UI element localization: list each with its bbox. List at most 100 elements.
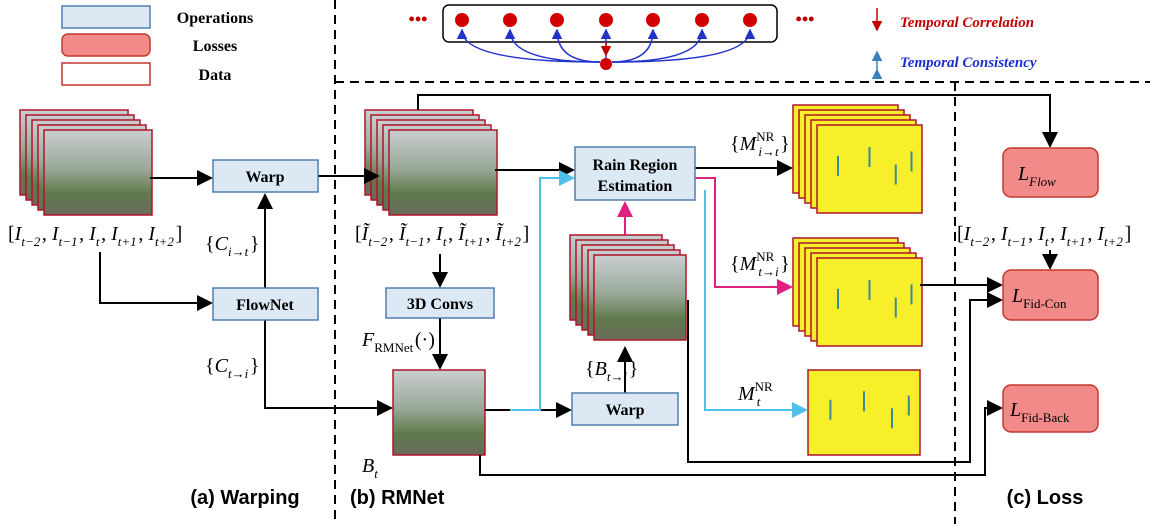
mask-image [817, 258, 922, 346]
math-sub: i→t [228, 244, 249, 259]
math-label: {Bt→i } [585, 358, 638, 384]
photo-image [594, 255, 686, 340]
math-part: B [362, 455, 374, 477]
legend-swatch [62, 6, 150, 28]
math-part: ] [1125, 223, 1132, 245]
math-part: { [730, 253, 740, 275]
math-part: } [629, 358, 639, 380]
math-sub: t+2 [502, 234, 521, 249]
math-sub: t+2 [155, 234, 174, 249]
math-part: L [1011, 285, 1023, 307]
frame-dot [550, 13, 564, 27]
math-part: C [215, 355, 229, 377]
math-sub: t+1 [1067, 234, 1086, 249]
photo-image [389, 130, 497, 215]
frame-dot [695, 13, 709, 27]
legend-label: Temporal Correlation [900, 15, 1034, 31]
math-sub: t−2 [368, 234, 387, 249]
legend-swatch [62, 34, 150, 56]
legend-label: Losses [193, 38, 237, 55]
math-part: [ [957, 223, 964, 245]
math-sub: Flow [1028, 174, 1056, 189]
consistency-arrow [462, 30, 600, 62]
math-part: , [448, 223, 458, 245]
math-label: {Ci→t } [205, 233, 259, 259]
math-part: C [215, 233, 229, 255]
math-sub: i→t [758, 144, 779, 159]
figure: Operations Losses Data ••• ••• Temporal … [0, 0, 1150, 524]
frame-dot [646, 13, 660, 27]
math-part: , [79, 223, 89, 245]
legend-label: Temporal Consistency [900, 55, 1037, 71]
mask-image [808, 370, 920, 455]
math-sub: Fid-Back [1021, 410, 1070, 425]
math-sub: t−1 [406, 234, 425, 249]
math-part: , [485, 223, 495, 245]
math-part: ] [523, 223, 530, 245]
math-part: [ [355, 223, 362, 245]
consistency-arrow [612, 30, 750, 62]
math-part: L [1009, 399, 1021, 421]
node-label: Warp [605, 402, 644, 419]
math-part: B [595, 358, 607, 380]
math-label: [It−2 , It−1 , It , It+1 , It+2 ] [8, 223, 182, 249]
frame-dot [599, 13, 613, 27]
math-part: , [42, 223, 52, 245]
section-label: (b) RMNet [350, 487, 445, 509]
ellipsis: ••• [796, 9, 815, 29]
math-label: [Ĩt−2 , Ĩt−1 , It , Ĩt+1 , Ĩt+2 ] [355, 221, 529, 249]
node-label: Estimation [598, 178, 673, 195]
math-label: FRMNet (·) [361, 329, 435, 355]
math-part: [ [8, 223, 15, 245]
node-label: Rain Region [593, 157, 678, 174]
mask-image [817, 125, 922, 213]
arrow [480, 408, 1001, 475]
math-label: {Ct→i } [205, 355, 259, 381]
consistency-arrow [612, 30, 653, 62]
frame-dot [455, 13, 469, 27]
consistency-arrow [557, 30, 600, 62]
math-part: { [205, 355, 215, 377]
math-part: { [585, 358, 595, 380]
math-label: Bt [362, 455, 380, 481]
node-label: Warp [245, 169, 284, 186]
math-part: } [250, 355, 260, 377]
arrow [705, 190, 806, 410]
math-label: MNRt [737, 379, 773, 409]
math-space [378, 455, 380, 477]
math-space [1070, 399, 1072, 421]
math-part: , [426, 223, 436, 245]
math-sub: t+2 [1104, 234, 1123, 249]
math-part: F [361, 329, 375, 351]
math-sub: t+1 [465, 234, 484, 249]
math-sub: t−2 [970, 234, 989, 249]
math-sub: t−1 [59, 234, 78, 249]
center-dot [600, 58, 612, 70]
arrow [100, 252, 211, 303]
math-sub: t→i [607, 369, 628, 384]
consistency-arrow [510, 30, 600, 62]
consistency-arrow [612, 30, 702, 62]
math-sub: t−2 [21, 234, 40, 249]
legend-label: Data [199, 67, 232, 84]
math-part: { [205, 233, 215, 255]
math-part: M [737, 383, 756, 405]
math-sup: NR [756, 249, 774, 264]
math-part: , [389, 223, 399, 245]
math-part: , [991, 223, 1001, 245]
math-sub: t+1 [118, 234, 137, 249]
math-label: {MNRt→i } [730, 249, 790, 279]
math-sup: NR [755, 379, 773, 394]
math-part: , [1087, 223, 1097, 245]
math-sub: t→i [228, 366, 249, 381]
math-part: , [101, 223, 111, 245]
photo-image [393, 370, 485, 455]
arrow [510, 178, 573, 410]
section-label: (c) Loss [1007, 487, 1084, 509]
math-part: M [739, 133, 758, 155]
math-label: {MNRi→t } [730, 129, 790, 159]
math-part: , [138, 223, 148, 245]
math-space [1066, 285, 1068, 307]
math-part: } [780, 253, 790, 275]
math-part: , [1050, 223, 1060, 245]
